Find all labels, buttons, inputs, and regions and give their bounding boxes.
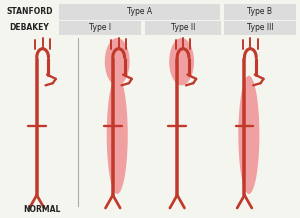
Text: Type A: Type A <box>127 7 152 16</box>
FancyBboxPatch shape <box>224 3 296 20</box>
Text: STANFORD: STANFORD <box>6 7 53 16</box>
Ellipse shape <box>169 38 194 85</box>
FancyBboxPatch shape <box>145 21 221 35</box>
Text: NORMAL: NORMAL <box>24 205 61 215</box>
FancyBboxPatch shape <box>59 3 220 20</box>
Ellipse shape <box>238 76 260 194</box>
Ellipse shape <box>107 76 128 194</box>
Text: Type II: Type II <box>171 23 195 32</box>
Text: DEBAKEY: DEBAKEY <box>10 23 49 32</box>
Ellipse shape <box>105 38 130 85</box>
FancyBboxPatch shape <box>224 21 296 35</box>
Text: Type III: Type III <box>247 23 273 32</box>
Text: Type B: Type B <box>248 7 272 16</box>
Text: Type I: Type I <box>88 23 111 32</box>
FancyBboxPatch shape <box>59 21 141 35</box>
